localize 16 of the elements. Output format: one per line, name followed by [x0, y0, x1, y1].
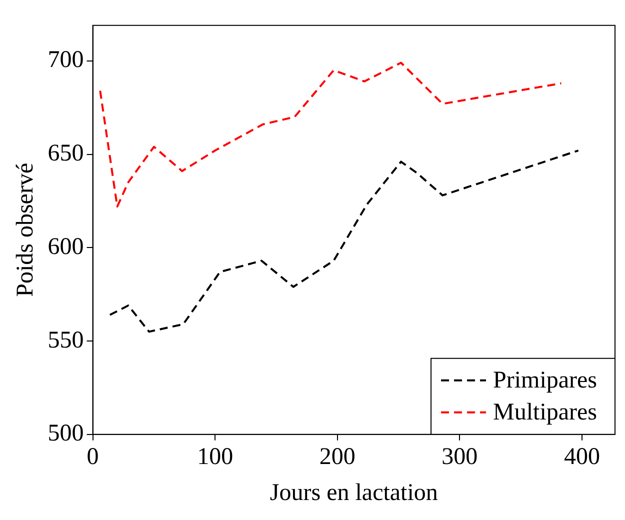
y-tick-label: 550	[48, 327, 84, 354]
x-tick-label: 400	[564, 444, 600, 470]
y-tick-label: 500	[48, 420, 84, 447]
x-tick-label: 100	[197, 444, 234, 470]
legend-label: Multipares	[493, 400, 598, 426]
x-tick-label: 300	[442, 444, 478, 470]
line-series	[99, 62, 562, 208]
line-series	[108, 150, 580, 333]
x-axis-title: Jours en lactation	[270, 480, 438, 506]
y-tick-label: 700	[48, 47, 84, 74]
legend-label: Primipares	[493, 368, 598, 394]
y-tick-label: 650	[48, 140, 84, 167]
x-tick-label: 0	[86, 444, 99, 470]
x-tick-label: 200	[319, 444, 356, 470]
y-axis-title: Poids observé	[12, 162, 39, 297]
y-tick-label: 600	[48, 234, 84, 260]
